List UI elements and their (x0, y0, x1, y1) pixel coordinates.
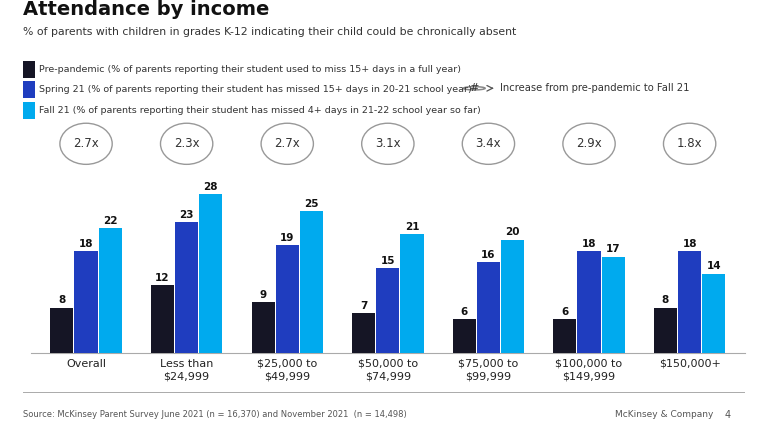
Text: 23: 23 (180, 210, 194, 220)
Text: 18: 18 (683, 238, 697, 249)
Bar (654, 308, 677, 353)
Text: % of parents with children in grades K-12 indicating their child could be chroni: % of parents with children in grades K-1… (23, 27, 516, 37)
Bar (23, 61, 35, 78)
Text: 15: 15 (381, 255, 395, 266)
Bar (23, 81, 35, 98)
Text: 14: 14 (707, 261, 721, 271)
Text: 3.1x: 3.1x (375, 137, 401, 150)
Text: Fall 21 (% of parents reporting their student has missed 4+ days in 21-22 school: Fall 21 (% of parents reporting their st… (39, 106, 481, 115)
Bar (477, 262, 500, 353)
Text: 18: 18 (79, 238, 93, 249)
Text: 17: 17 (606, 244, 621, 254)
Text: 2.9x: 2.9x (576, 137, 602, 150)
Bar (352, 313, 376, 353)
Text: 25: 25 (304, 199, 319, 209)
Text: 28: 28 (204, 182, 218, 192)
Text: 8: 8 (58, 296, 65, 306)
Text: 2.3x: 2.3x (174, 137, 200, 150)
Text: 2.7x: 2.7x (274, 137, 300, 150)
Text: 21: 21 (405, 221, 419, 232)
Text: Attendance by income: Attendance by income (23, 0, 270, 19)
Text: Source: McKinsey Parent Survey June 2021 (n = 16,370) and November 2021  (n = 14: Source: McKinsey Parent Survey June 2021… (23, 410, 407, 419)
Text: 22: 22 (103, 216, 118, 226)
Bar (702, 274, 725, 353)
Text: 6: 6 (461, 307, 468, 317)
Text: 4: 4 (725, 410, 731, 419)
Bar (252, 302, 275, 353)
Text: Increase from pre-pandemic to Fall 21: Increase from pre-pandemic to Fall 21 (499, 83, 689, 93)
Text: 6: 6 (561, 307, 568, 317)
Text: 19: 19 (280, 233, 294, 243)
Text: Spring 21 (% of parents reporting their student has missed 15+ days in 20-21 sch: Spring 21 (% of parents reporting their … (39, 85, 472, 94)
Bar (578, 251, 601, 353)
Bar (501, 239, 524, 353)
Text: 16: 16 (482, 250, 495, 260)
Bar (74, 251, 98, 353)
Text: McKinsey & Company: McKinsey & Company (615, 410, 713, 419)
Bar (23, 102, 35, 119)
Text: 2.7x: 2.7x (73, 137, 99, 150)
Text: 8: 8 (662, 296, 669, 306)
Text: 20: 20 (505, 227, 520, 237)
Text: 1.8x: 1.8x (677, 137, 703, 150)
Text: Pre-pandemic (% of parents reporting their student used to miss 15+ days in a fu: Pre-pandemic (% of parents reporting the… (39, 65, 461, 74)
Bar (601, 256, 624, 353)
Text: 18: 18 (582, 238, 596, 249)
Text: 7: 7 (360, 301, 367, 311)
Bar (51, 308, 74, 353)
Bar (678, 251, 701, 353)
Bar (276, 245, 299, 353)
Bar (553, 319, 577, 353)
Bar (98, 228, 122, 353)
Bar (452, 319, 476, 353)
Bar (151, 285, 174, 353)
Bar (175, 222, 198, 353)
Text: 9: 9 (260, 290, 266, 300)
Bar (199, 194, 223, 353)
Bar (400, 234, 423, 353)
Text: 12: 12 (155, 272, 170, 283)
Bar (376, 268, 399, 353)
Text: #: # (469, 83, 479, 93)
Text: 3.4x: 3.4x (475, 137, 502, 150)
Bar (300, 211, 323, 353)
